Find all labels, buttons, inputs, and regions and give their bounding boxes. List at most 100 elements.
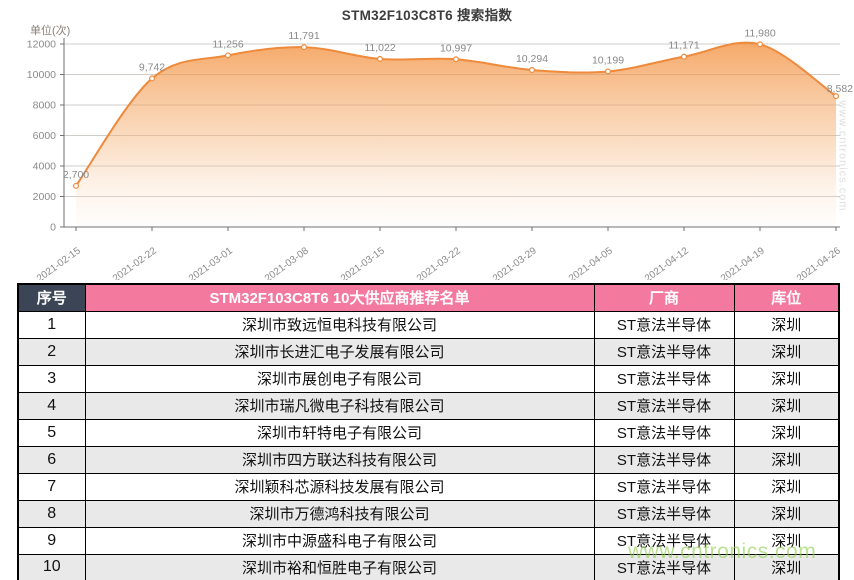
header-vendor: 厂商 <box>593 283 735 312</box>
x-tick-label: 2021-03-01 <box>187 245 235 280</box>
cell-vendor: ST意法半导体 <box>593 364 735 393</box>
cell-location: 深圳 <box>733 472 840 501</box>
search-index-chart: STM32F103C8T6 搜索指数 单位(次) 0 2000 4000 6000 80… <box>0 0 854 280</box>
data-point <box>301 44 308 51</box>
data-point <box>149 75 156 82</box>
cell-location: 深圳 <box>733 499 840 528</box>
header-location: 库位 <box>733 283 840 312</box>
table-row: 7 深圳颖科芯源科技发展有限公司 ST意法半导体 深圳 <box>17 472 840 501</box>
cell-location: 深圳 <box>733 445 840 474</box>
cell-supplier: 深圳市致远恒电科技有限公司 <box>84 310 595 339</box>
data-point <box>756 41 763 48</box>
cell-index: 2 <box>17 337 86 366</box>
supplier-table: 序号 STM32F103C8T6 10大供应商推荐名单 厂商 库位 1 深圳市致远… <box>17 283 840 580</box>
data-point <box>225 52 232 59</box>
table-row: 6 深圳市四方联达科技有限公司 ST意法半导体 深圳 <box>17 445 840 474</box>
cell-supplier: 深圳市瑞凡微电子科技有限公司 <box>84 391 595 420</box>
cell-index: 7 <box>17 472 86 501</box>
data-point <box>72 182 79 189</box>
data-label: 10,997 <box>440 42 472 54</box>
y-tick-label: 10000 <box>27 69 56 81</box>
header-supplier: STM32F103C8T6 10大供应商推荐名单 <box>84 283 595 312</box>
data-label: 10,199 <box>592 54 624 66</box>
table-row: 8 深圳市万德鸿科技有限公司 ST意法半导体 深圳 <box>17 499 840 528</box>
x-tick-label: 2021-03-08 <box>263 245 311 280</box>
cell-vendor: ST意法半导体 <box>593 526 735 555</box>
data-label: 11,791 <box>288 30 319 42</box>
table-row: 9 深圳市中源盛科电子有限公司 ST意法半导体 深圳 <box>17 526 840 555</box>
y-tick-label: 6000 <box>33 130 57 142</box>
x-tick-label: 2021-04-12 <box>643 245 691 280</box>
table-row: 1 深圳市致远恒电科技有限公司 ST意法半导体 深圳 <box>17 310 840 339</box>
table-row: 2 深圳市长进汇电子发展有限公司 ST意法半导体 深圳 <box>17 337 840 366</box>
y-tick-label: 2000 <box>33 191 57 203</box>
data-point <box>528 67 535 74</box>
data-label: 11,022 <box>364 42 395 54</box>
cell-supplier: 深圳市轩特电子有限公司 <box>84 418 595 447</box>
cell-index: 4 <box>17 391 86 420</box>
y-tick-label: 4000 <box>33 161 57 173</box>
x-tick-label: 2021-04-26 <box>795 245 843 280</box>
cell-location: 深圳 <box>733 553 840 580</box>
header-index: 序号 <box>17 283 86 312</box>
x-tick-label: 2021-04-05 <box>567 245 615 280</box>
cell-index: 8 <box>17 499 86 528</box>
data-point <box>604 68 611 75</box>
data-point <box>832 93 839 100</box>
cell-location: 深圳 <box>733 391 840 420</box>
cell-vendor: ST意法半导体 <box>593 337 735 366</box>
x-tick-label: 2021-03-15 <box>339 245 387 280</box>
cell-index: 1 <box>17 310 86 339</box>
cell-index: 10 <box>17 553 86 580</box>
x-tick-label: 2021-02-15 <box>35 245 83 280</box>
cell-location: 深圳 <box>733 526 840 555</box>
cell-vendor: ST意法半导体 <box>593 391 735 420</box>
cell-supplier: 深圳市万德鸿科技有限公司 <box>84 499 595 528</box>
data-label: 11,171 <box>668 40 699 52</box>
table-row: 10 深圳市裕和恒胜电子有限公司 ST意法半导体 深圳 <box>17 553 840 580</box>
cell-index: 5 <box>17 418 86 447</box>
cell-index: 6 <box>17 445 86 474</box>
x-tick-label: 2021-02-22 <box>111 245 159 280</box>
data-label: 8,582 <box>827 83 853 95</box>
cell-supplier: 深圳市长进汇电子发展有限公司 <box>84 337 595 366</box>
y-tick-label: 0 <box>50 222 56 234</box>
data-point <box>453 56 460 63</box>
cell-vendor: ST意法半导体 <box>593 418 735 447</box>
data-point <box>680 53 687 60</box>
data-label: 9,742 <box>139 61 165 73</box>
supplier-table-wrap: 序号 STM32F103C8T6 10大供应商推荐名单 厂商 库位 1 深圳市致远… <box>17 283 840 580</box>
cell-location: 深圳 <box>733 418 840 447</box>
data-label: 2,700 <box>63 169 89 181</box>
cell-supplier: 深圳市裕和恒胜电子有限公司 <box>84 553 595 580</box>
data-point <box>377 55 384 62</box>
cell-location: 深圳 <box>733 337 840 366</box>
cell-location: 深圳 <box>733 364 840 393</box>
table-header-row: 序号 STM32F103C8T6 10大供应商推荐名单 厂商 库位 <box>17 283 840 312</box>
cell-supplier: 深圳颖科芯源科技发展有限公司 <box>84 472 595 501</box>
x-tick-label: 2021-04-19 <box>719 245 767 280</box>
y-axis-unit-label: 单位(次) <box>30 25 71 37</box>
area-fill <box>76 42 836 227</box>
cell-vendor: ST意法半导体 <box>593 445 735 474</box>
data-label: 11,980 <box>744 27 775 39</box>
cell-index: 9 <box>17 526 86 555</box>
table-row: 3 深圳市展创电子有限公司 ST意法半导体 深圳 <box>17 364 840 393</box>
x-tick-label: 2021-03-29 <box>491 245 539 280</box>
cell-supplier: 深圳市中源盛科电子有限公司 <box>84 526 595 555</box>
data-label: 10,294 <box>516 53 548 65</box>
y-tick-label: 8000 <box>33 100 57 112</box>
cell-vendor: ST意法半导体 <box>593 499 735 528</box>
table-row: 4 深圳市瑞凡微电子科技有限公司 ST意法半导体 深圳 <box>17 391 840 420</box>
cell-vendor: ST意法半导体 <box>593 472 735 501</box>
data-label: 11,256 <box>212 38 243 50</box>
y-tick-label: 12000 <box>27 39 56 51</box>
x-tick-label: 2021-03-22 <box>415 245 463 280</box>
cell-supplier: 深圳市四方联达科技有限公司 <box>84 445 595 474</box>
cell-location: 深圳 <box>733 310 840 339</box>
cell-vendor: ST意法半导体 <box>593 553 735 580</box>
area-chart-canvas: 0 2000 4000 6000 8000 10000 12000 2021-02-15 202… <box>27 27 853 280</box>
cell-vendor: ST意法半导体 <box>593 310 735 339</box>
cell-supplier: 深圳市展创电子有限公司 <box>84 364 595 393</box>
chart-title: STM32F103C8T6 搜索指数 <box>341 8 513 23</box>
